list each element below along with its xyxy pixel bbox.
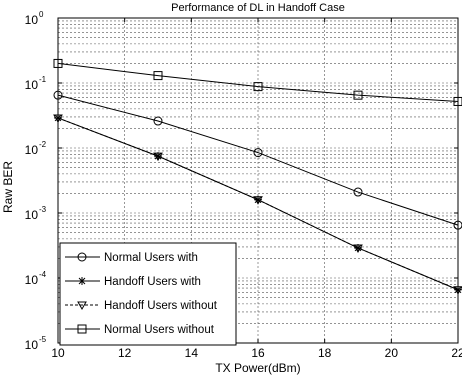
legend-label: Handoff Users without	[104, 300, 218, 312]
x-tick-label: 18	[318, 346, 332, 360]
y-tick-exponent: -3	[39, 205, 47, 214]
data-point	[153, 116, 163, 126]
data-point	[353, 187, 363, 197]
legend-entry: Handoff Users without	[65, 300, 218, 312]
legend-entry: Handoff Users with	[65, 276, 201, 288]
x-tick-label: 16	[251, 346, 265, 360]
data-point	[253, 196, 263, 205]
x-tick-label: 22	[451, 346, 462, 360]
x-axis-title: TX Power(dBm)	[215, 361, 300, 375]
legend-label: Normal Users without	[104, 324, 215, 336]
x-tick-label: 14	[185, 346, 199, 360]
series-line	[57, 117, 459, 291]
y-tick-label: 10	[25, 143, 39, 157]
data-point	[353, 244, 363, 253]
data-point	[353, 90, 363, 100]
series-line	[57, 62, 459, 102]
data-point	[253, 148, 263, 158]
legend-marker	[77, 324, 87, 334]
y-tick-label: 10	[25, 208, 39, 222]
y-axis-title: Raw BER	[1, 161, 15, 213]
legend-box	[59, 242, 237, 346]
legend-entry: Normal Users without	[65, 324, 215, 336]
y-tick-label: 10	[25, 13, 39, 27]
legend-entry: Normal Users with	[65, 252, 198, 264]
data-point	[153, 152, 163, 162]
data-point	[253, 82, 263, 92]
series-line	[57, 94, 459, 226]
legend: Normal Users with Handoff Users with Hando…	[59, 242, 237, 346]
x-tick-label: 10	[51, 346, 65, 360]
y-tick-exponent: -4	[39, 270, 47, 279]
series-handoff-users-without	[53, 114, 462, 295]
y-tick-label: 10	[25, 338, 39, 352]
y-tick-label: 10	[25, 273, 39, 287]
legend-marker	[77, 301, 87, 311]
x-tick-label: 12	[118, 346, 132, 360]
y-tick-label: 10	[25, 78, 39, 92]
chart-title: Performance of DL in Handoff Case	[171, 2, 345, 14]
legend-marker	[77, 252, 87, 262]
legend-marker	[78, 277, 86, 285]
legend-label: Handoff Users with	[104, 276, 201, 288]
legend-label: Normal Users with	[104, 252, 198, 264]
data-point	[153, 71, 163, 81]
y-tick-exponent: -1	[39, 75, 47, 84]
y-tick-exponent: 0	[39, 10, 44, 19]
y-tick-exponent: -5	[39, 335, 47, 344]
x-tick-label: 20	[385, 346, 399, 360]
plot-series	[53, 58, 462, 295]
y-tick-exponent: -2	[39, 140, 47, 149]
